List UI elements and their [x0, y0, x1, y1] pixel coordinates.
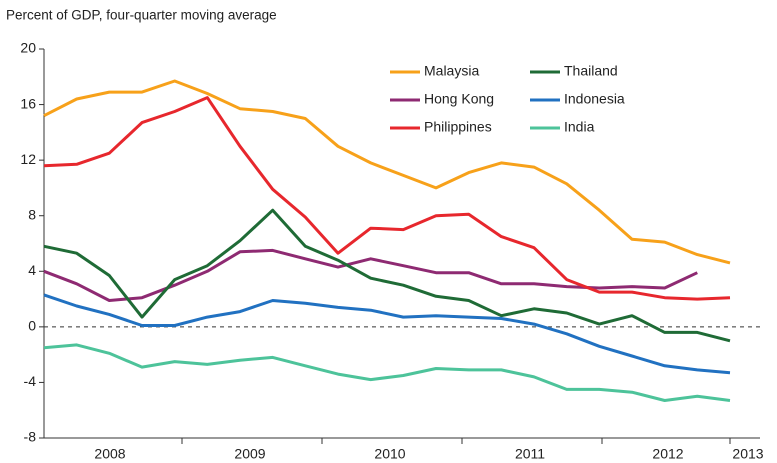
x-tick-label: 2008 — [94, 446, 125, 462]
line-malaysia — [43, 79, 731, 265]
x-tick-label: 2009 — [234, 446, 265, 462]
legend-label: Hong Kong — [424, 91, 494, 107]
y-tick-label: -4 — [24, 373, 37, 389]
y-tick-label: 4 — [28, 262, 36, 278]
y-tick-label: 0 — [28, 318, 36, 334]
y-tick-label: 20 — [20, 40, 36, 56]
y-tick-label: 16 — [20, 95, 36, 111]
x-tick-label: 2013 — [732, 446, 763, 462]
line-indonesia — [43, 293, 731, 375]
chart-title: Percent of GDP, four-quarter moving aver… — [6, 8, 277, 23]
y-tick-label: 12 — [20, 151, 36, 167]
legend-label: Indonesia — [564, 91, 625, 107]
y-tick-label: 8 — [28, 206, 36, 222]
y-tick-label: -8 — [24, 429, 37, 445]
line-india — [43, 343, 731, 402]
legend-label: Thailand — [564, 63, 618, 79]
legend-label: Malaysia — [424, 63, 479, 79]
line-thailand — [43, 208, 731, 343]
x-tick-label: 2012 — [652, 446, 683, 462]
legend-label: Philippines — [424, 119, 492, 135]
legend-label: India — [564, 119, 595, 135]
x-tick-label: 2011 — [515, 446, 545, 462]
x-tick-label: 2010 — [374, 446, 405, 462]
line-philippines — [43, 96, 731, 301]
